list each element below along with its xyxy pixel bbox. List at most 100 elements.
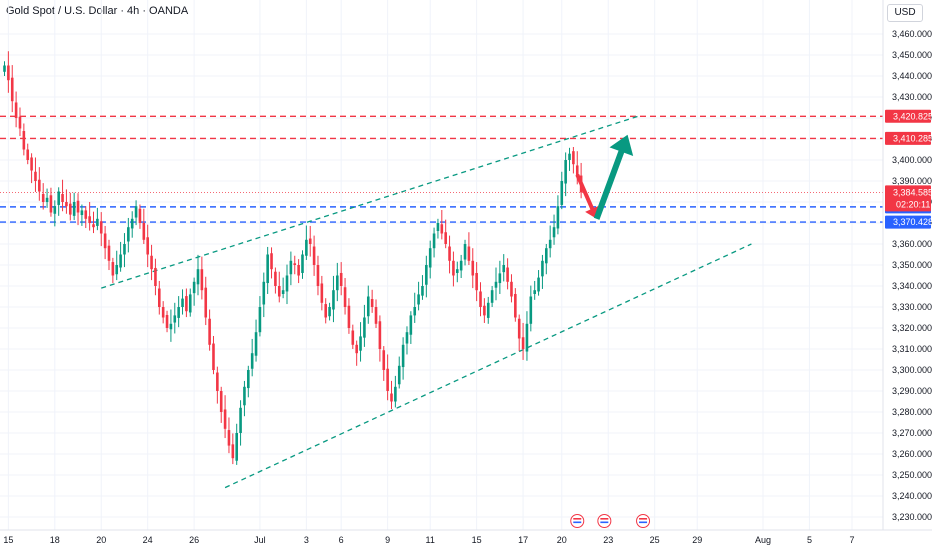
candle-body	[483, 305, 486, 316]
candle-body	[378, 321, 382, 349]
event-flag-stripe	[600, 521, 609, 524]
candle-body	[448, 246, 451, 261]
price-tag-label: 3,420.825	[893, 111, 932, 121]
time-tick-label: 18	[50, 535, 60, 545]
candle-body	[305, 239, 308, 256]
candle-body	[560, 181, 564, 205]
candle-body	[158, 288, 161, 307]
price-tick-label: 3,320.000	[892, 323, 932, 333]
time-tick-label: 3	[304, 535, 309, 545]
candle-body	[22, 131, 26, 150]
event-flag-stripe	[600, 518, 609, 520]
resistance-price-tag	[885, 131, 931, 145]
candle-body	[146, 237, 149, 255]
candle-body	[274, 271, 277, 286]
price-tick-label: 3,460.000	[892, 29, 932, 39]
candle-body	[390, 393, 393, 402]
price-tag-label: 3,410.285	[893, 133, 932, 143]
projection-arrows	[575, 134, 634, 220]
time-tick-label: 29	[692, 535, 702, 545]
candle-body	[421, 286, 424, 296]
currency-selector[interactable]: USD	[887, 4, 923, 22]
candle-body	[475, 272, 478, 291]
time-tick-label: 17	[518, 535, 528, 545]
candle-body	[575, 165, 579, 177]
candle-body	[165, 314, 169, 328]
candle-body	[216, 372, 219, 391]
support-price-tag	[885, 215, 931, 229]
economic-event-icon	[636, 514, 651, 528]
projection-arrow-up	[593, 134, 634, 220]
candle-body	[161, 307, 165, 318]
horizontal-levels	[0, 115, 883, 223]
candle-body	[10, 77, 14, 102]
price-tick-label: 3,340.000	[892, 281, 932, 291]
candle-body	[57, 191, 60, 205]
candle-body	[243, 386, 246, 406]
candle-body	[359, 336, 362, 351]
candle-body	[452, 260, 455, 276]
time-tick-label: 7	[850, 535, 855, 545]
candle-body	[336, 275, 339, 291]
candle-body	[428, 248, 432, 268]
candle-body	[328, 307, 331, 317]
candle-body	[293, 263, 297, 265]
candle-body	[270, 253, 273, 270]
price-tick-label: 3,260.000	[892, 449, 932, 459]
candle-body	[7, 65, 10, 81]
price-tick-label: 3,290.000	[892, 386, 932, 396]
candle-body	[498, 273, 502, 284]
price-tick-label: 3,390.000	[892, 176, 932, 186]
time-tick-label: 15	[472, 535, 482, 545]
candle-body	[533, 290, 536, 294]
candle-body	[88, 216, 91, 223]
event-flag-stripe	[573, 518, 582, 520]
candle-body	[510, 281, 513, 297]
candle-body	[529, 296, 533, 324]
candle-body	[494, 281, 498, 288]
candle-body	[127, 227, 130, 242]
candle-body	[413, 307, 417, 316]
candle-body	[324, 304, 328, 318]
candle-body	[370, 299, 374, 307]
candle-body	[262, 281, 266, 305]
candle-body	[401, 344, 405, 368]
candle-body	[177, 307, 180, 318]
candle-body	[235, 433, 238, 461]
candle-body	[181, 298, 184, 307]
candle-body	[185, 296, 188, 312]
candle-body	[223, 409, 227, 429]
resistance-price-tag	[885, 109, 931, 123]
candle-body	[173, 315, 177, 323]
candle-body	[316, 265, 320, 286]
price-tags: 3,420.8253,410.2853,377.6753,370.4283,38…	[885, 109, 932, 229]
candle-body	[281, 290, 285, 294]
candle-body	[14, 102, 18, 118]
candle-body	[347, 305, 351, 328]
time-tick-label: 11	[426, 535, 435, 545]
time-tick-label: 6	[339, 535, 344, 545]
candle-body	[204, 287, 208, 318]
candle-body	[239, 407, 242, 433]
candle-body	[297, 265, 300, 276]
candle-body	[541, 260, 544, 277]
candle-body	[26, 149, 30, 160]
candle-body	[521, 337, 525, 349]
candle-body	[552, 227, 556, 238]
price-tick-label: 3,280.000	[892, 407, 932, 417]
event-flag-stripe	[573, 521, 582, 524]
candle-body	[3, 65, 6, 72]
price-tick-label: 3,230.000	[892, 512, 932, 522]
time-tick-label: 23	[603, 535, 613, 545]
price-tick-label: 3,310.000	[892, 344, 932, 354]
candle-body	[227, 430, 231, 446]
price-tick-label: 3,430.000	[892, 92, 932, 102]
channel-trendline	[224, 243, 752, 489]
candle-body	[65, 202, 68, 207]
candle-body	[212, 343, 215, 370]
candle-body	[80, 210, 84, 216]
candle-body	[525, 323, 529, 352]
price-tick-label: 3,350.000	[892, 260, 932, 270]
trend-channel	[101, 115, 752, 489]
